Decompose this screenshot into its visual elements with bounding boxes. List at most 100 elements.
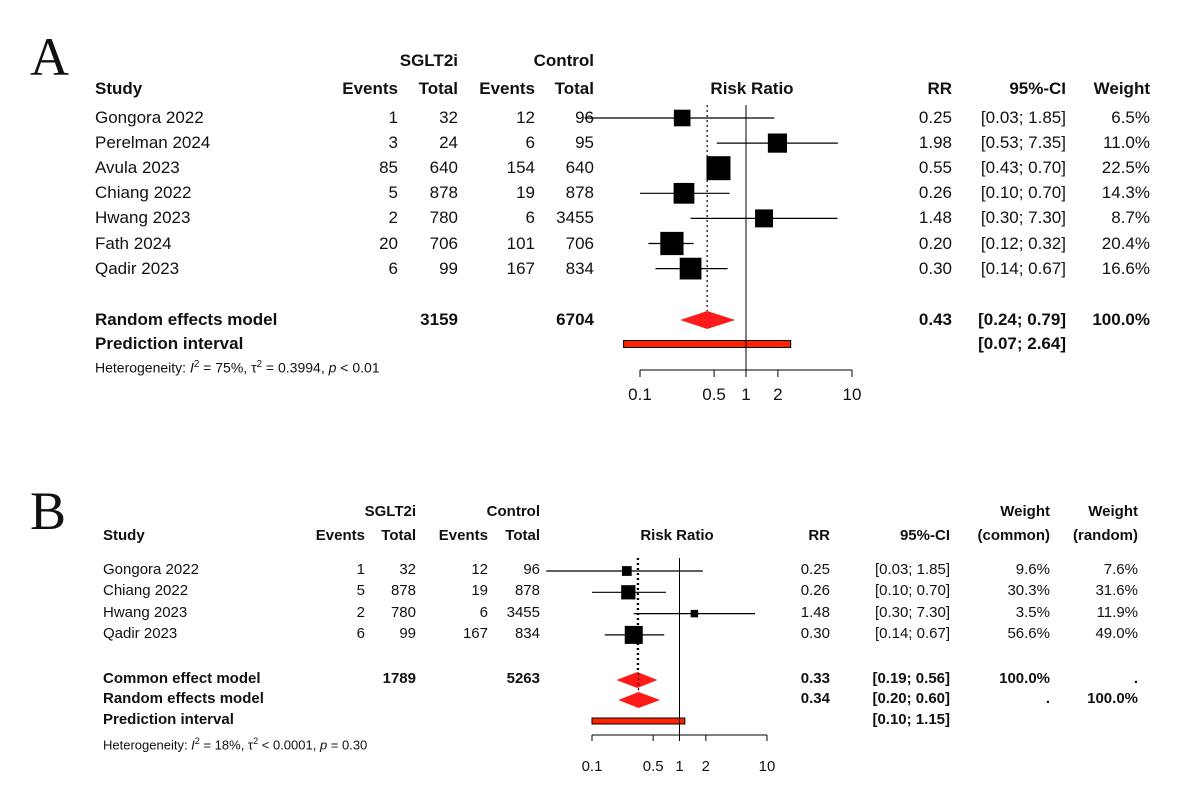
heterogeneity-i2: I — [191, 737, 195, 753]
rr-value: 0.25 — [800, 561, 830, 578]
total-ctrl: 96 — [575, 108, 594, 127]
total-treat: 878 — [390, 582, 416, 600]
header-ci: 95%-CI — [1009, 79, 1066, 98]
x-axis-tick-label: 1 — [675, 758, 684, 775]
prediction-bar — [623, 340, 792, 348]
ci-value: [0.12; 0.32] — [980, 233, 1066, 253]
events-treat: 6 — [388, 258, 398, 278]
rr-value: 1.48 — [800, 603, 830, 621]
pooled-rr: 0.34 — [800, 690, 830, 707]
rr-value: 1.98 — [918, 133, 952, 153]
header-total-treat: Total — [418, 79, 458, 98]
study-name: Gongora 2022 — [95, 108, 204, 127]
events-ctrl: 101 — [506, 233, 535, 253]
header-weight: Weight — [1093, 79, 1150, 98]
heterogeneity-tau-val: = 0.3994, — [262, 359, 329, 376]
events-treat: 1 — [388, 108, 398, 127]
x-axis-tick-label: 10 — [842, 385, 862, 404]
header-risk-ratio: Risk Ratio — [640, 527, 714, 544]
total-treat: 780 — [390, 603, 416, 621]
heterogeneity-tau: τ — [251, 359, 257, 376]
weight-common-value: 30.3% — [1007, 582, 1050, 600]
pooled-total-treat: 1789 — [382, 670, 416, 687]
ci-value: [0.30; 7.30] — [980, 208, 1066, 228]
ci-value: [0.10; 0.70] — [980, 183, 1066, 203]
header-weight-random: Weight — [1088, 503, 1138, 520]
total-ctrl: 96 — [523, 561, 540, 578]
total-treat: 706 — [429, 233, 458, 253]
prediction-bar — [591, 717, 686, 725]
weight-value: 6.5% — [1111, 108, 1150, 127]
pooled-label: Random effects model — [95, 310, 278, 329]
study-name: Avula 2023 — [95, 158, 180, 178]
events-treat: 3 — [388, 133, 398, 153]
pooled-ci: [0.20; 0.60] — [872, 690, 950, 707]
events-ctrl: 6 — [479, 603, 488, 621]
pooled-weight-common: . — [1045, 690, 1050, 707]
total-treat: 878 — [429, 183, 458, 203]
weight-common-value: 9.6% — [1015, 561, 1050, 578]
events-treat: 20 — [379, 233, 398, 253]
header-group-control: Control — [486, 503, 540, 520]
study-box — [660, 231, 684, 256]
weight-value: 22.5% — [1101, 158, 1150, 178]
ci-value: [0.53; 7.35] — [980, 133, 1066, 153]
rr-value: 0.25 — [918, 108, 952, 127]
events-ctrl: 167 — [462, 624, 488, 642]
header-ci: 95%-CI — [899, 527, 950, 544]
superscript-two: 2 — [193, 359, 200, 370]
study-box — [755, 209, 774, 228]
weight-value: 16.6% — [1101, 258, 1150, 278]
pooled-weight-common: 100.0% — [999, 670, 1050, 687]
events-ctrl: 19 — [516, 183, 535, 203]
study-name: Fath 2024 — [95, 233, 172, 253]
ci-value: [0.43; 0.70] — [980, 158, 1066, 178]
total-ctrl: 834 — [514, 624, 540, 642]
weight-value: 8.7% — [1111, 208, 1150, 228]
x-axis-tick-label: 1 — [741, 385, 751, 404]
weight-random-value: 49.0% — [1095, 624, 1138, 642]
heterogeneity-i2: I — [189, 359, 194, 376]
weight-value: 14.3% — [1101, 183, 1150, 203]
header-weight-common-sub: (common) — [977, 527, 1051, 544]
pooled-total-ctrl: 5263 — [506, 670, 540, 687]
pooled-diamond — [618, 692, 661, 708]
heterogeneity-p: p — [328, 359, 337, 376]
x-axis-tick-label: 0.5 — [702, 385, 726, 404]
total-treat: 99 — [439, 258, 458, 278]
pooled-label: Random effects model — [103, 690, 264, 707]
events-ctrl: 154 — [506, 158, 535, 178]
total-treat: 24 — [439, 133, 458, 153]
heterogeneity-i2-val: = 18%, — [199, 737, 248, 753]
study-box — [690, 609, 699, 618]
rr-value: 1.48 — [918, 208, 952, 228]
total-treat: 32 — [439, 108, 458, 127]
rr-value: 0.30 — [800, 624, 830, 642]
pooled-ci: [0.19; 0.56] — [872, 670, 950, 687]
total-treat: 99 — [399, 624, 416, 642]
study-box — [673, 182, 695, 204]
study-name: Gongora 2022 — [103, 561, 199, 578]
superscript-two: 2 — [253, 736, 259, 746]
weight-common-value: 56.6% — [1007, 624, 1050, 642]
prediction-ci: [0.07; 2.64] — [978, 334, 1066, 353]
heterogeneity-tau: τ — [247, 737, 254, 753]
x-axis-tick-label: 2 — [773, 385, 783, 404]
heterogeneity-prefix: Heterogeneity: — [103, 737, 192, 753]
ci-value: [0.10; 0.70] — [874, 582, 950, 600]
header-group-sglt2i: SGLT2i — [364, 503, 416, 520]
total-ctrl: 878 — [565, 183, 594, 203]
x-axis-tick-label: 2 — [701, 758, 710, 775]
events-ctrl: 167 — [506, 258, 535, 278]
header-group-control: Control — [533, 51, 594, 70]
header-events-ctrl: Events — [479, 79, 535, 98]
events-treat: 2 — [356, 603, 365, 621]
pooled-total-treat: 3159 — [420, 310, 458, 329]
study-name: Hwang 2023 — [95, 208, 191, 228]
study-box — [621, 585, 636, 600]
heterogeneity-p: p — [319, 737, 328, 753]
study-box — [621, 566, 632, 576]
rr-value: 0.26 — [918, 183, 952, 203]
prediction-label: Prediction interval — [95, 334, 244, 353]
